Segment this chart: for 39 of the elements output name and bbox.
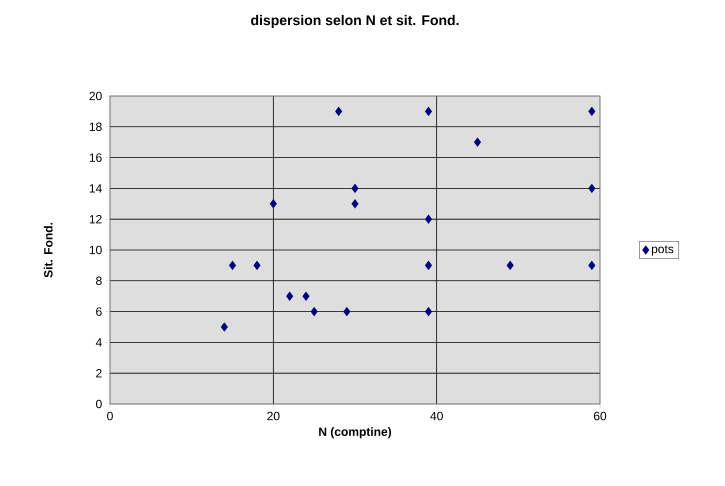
y-axis-title: Sit. Fond. — [44, 222, 53, 278]
point — [310, 306, 318, 316]
y-tick-label: 8 — [96, 276, 102, 286]
x-tick-label: 0 — [107, 412, 113, 420]
y-tick-label: 10 — [90, 246, 102, 254]
point — [351, 184, 359, 194]
point — [343, 306, 350, 316]
chart-title: dispersion selon N et sit. Fond. — [251, 14, 459, 28]
point — [220, 322, 228, 332]
y-tick-label: 20 — [89, 92, 102, 100]
point — [270, 199, 277, 208]
point — [424, 260, 432, 270]
x-axis-title: N (comptine) — [319, 427, 392, 438]
point — [474, 137, 482, 147]
x-tick-label: 40 — [430, 412, 443, 420]
point — [588, 184, 596, 194]
point — [351, 199, 359, 208]
y-tick-label: 2 — [96, 369, 102, 378]
y-tick-label: 16 — [90, 153, 102, 162]
point — [424, 306, 432, 316]
legend-label: pots — [652, 245, 674, 256]
point — [302, 291, 310, 301]
x-tick-label: 20 — [267, 412, 280, 420]
point — [424, 106, 432, 116]
point — [588, 106, 596, 116]
y-tick-label: 6 — [96, 307, 102, 316]
point — [424, 214, 432, 224]
point — [506, 260, 514, 270]
point — [286, 291, 294, 301]
y-tick-label: 4 — [96, 338, 102, 347]
x-tick-label: 60 — [594, 412, 606, 420]
y-tick-label: 12 — [90, 215, 102, 224]
point — [588, 260, 596, 270]
y-tick-label: 18 — [90, 122, 102, 132]
point — [253, 260, 261, 270]
y-tick-label: 14 — [90, 184, 102, 193]
y-tick-label: 0 — [96, 400, 102, 408]
point — [228, 260, 236, 270]
point — [335, 106, 342, 116]
